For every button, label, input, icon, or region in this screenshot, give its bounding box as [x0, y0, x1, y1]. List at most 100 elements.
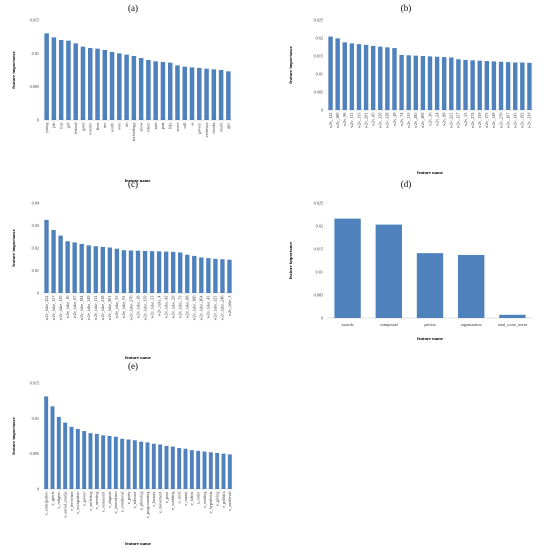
y-tick-label: 0.015 — [314, 54, 323, 59]
bar — [132, 440, 137, 489]
bar — [499, 314, 526, 318]
category-label: w2v_269 — [420, 113, 425, 129]
bar — [484, 61, 490, 110]
bar — [196, 450, 201, 489]
category-label: w2v_fake_123 — [213, 296, 218, 321]
y-axis-title: feature importance — [288, 46, 293, 84]
bar — [170, 446, 175, 489]
category-label: much — [218, 122, 223, 132]
category-label: technology — [131, 122, 136, 142]
category-label: e_order — [195, 491, 200, 504]
category-label: w2v_173 — [484, 113, 489, 129]
bar — [375, 224, 402, 318]
bar — [491, 61, 497, 110]
category-label: w2v_149 — [491, 113, 496, 129]
bar — [139, 441, 144, 489]
bar — [153, 61, 158, 120]
category-label: e_meeting — [94, 491, 99, 509]
category-label: call — [182, 122, 187, 129]
y-tick-label: 0 — [321, 108, 323, 113]
category-label: evidence — [204, 122, 209, 137]
category-label: w2v_fake_16 — [65, 296, 70, 319]
bar — [208, 452, 213, 489]
category-label: w2v_fake_149 — [86, 296, 91, 321]
bar — [114, 248, 120, 293]
bar — [456, 59, 461, 110]
category-label: w2v_fake_166 — [192, 296, 197, 321]
bar — [156, 251, 162, 293]
bar — [88, 433, 93, 489]
bar — [107, 436, 112, 489]
bar — [163, 251, 169, 293]
y-tick-label: 0.01 — [32, 51, 39, 56]
y-tick-label: 0.005 — [30, 84, 39, 89]
category-label: e_planning — [138, 491, 143, 511]
bar — [204, 68, 209, 120]
y-axis-title: feature importance — [288, 242, 293, 280]
bar — [142, 250, 148, 293]
category-label: e_tolerant — [132, 491, 137, 509]
y-axis-title: feature importance — [11, 417, 16, 455]
category-label: w2v_fake_73 — [178, 296, 183, 319]
y-tick-label: 0 — [321, 316, 323, 321]
bar — [221, 453, 226, 489]
panel-label: (b) — [401, 3, 412, 13]
panel-label: (c) — [128, 179, 138, 189]
bar — [65, 241, 70, 293]
category-label: w2v_139 — [477, 113, 482, 129]
category-label: w2v_139 — [527, 113, 532, 129]
category-label: e_dispute — [107, 491, 112, 507]
bar — [218, 70, 224, 120]
y-tick-label: 0 — [37, 118, 39, 123]
category-label: w2v_fake_194 — [79, 295, 84, 321]
category-label: w2v_143 — [513, 113, 518, 129]
category-label: e_wedding — [170, 491, 175, 510]
category-label: w2v_fake_159 — [142, 296, 147, 321]
category-label: w2v_fake_201 — [107, 296, 112, 321]
category-label: w2v_221 — [449, 113, 454, 129]
category-label: e_social_media — [62, 491, 67, 517]
bar — [50, 406, 55, 489]
category-label: e_reading — [202, 491, 207, 508]
bar — [406, 55, 411, 110]
bar — [385, 47, 390, 110]
bar — [109, 52, 115, 120]
y-tick-label: 0.04 — [32, 201, 40, 206]
category-label: w2v_fake_91 — [121, 296, 126, 319]
panel-label: (d) — [401, 179, 412, 189]
category-label: e_occupation — [75, 491, 80, 514]
bar — [58, 235, 63, 293]
category-label: w2v_fake_4 — [156, 295, 161, 317]
category-label: w2v_122 — [328, 113, 333, 129]
category-label: e_giving — [214, 491, 219, 507]
category-label: w2v_96 — [342, 113, 347, 127]
category-label: e_medieval — [227, 491, 232, 511]
category-label: e_emotional — [119, 491, 124, 513]
category-label: e_journalism — [113, 491, 118, 514]
category-label: w2v_fake_218 — [100, 296, 105, 321]
category-label: e_hypothesis — [208, 491, 213, 513]
bar — [215, 452, 220, 489]
bar — [227, 259, 232, 293]
bar — [513, 62, 518, 110]
category-label: w2v_fake_88 — [185, 296, 190, 319]
bar — [527, 62, 532, 110]
category-label: w2v_115 — [406, 113, 411, 128]
bar — [107, 247, 113, 293]
category-label: w2v_fake_3 — [227, 296, 232, 317]
bar — [73, 43, 78, 121]
category-label: e_politics — [221, 491, 226, 508]
bar — [135, 250, 141, 293]
category-label: job — [51, 123, 56, 129]
category-label: w2v_111 — [349, 113, 354, 128]
bar — [82, 431, 87, 489]
category-label: girl — [66, 122, 71, 129]
category-label: w2v_274 — [470, 112, 475, 128]
bar — [505, 62, 511, 110]
bar — [363, 44, 369, 111]
category-label: run — [102, 122, 107, 128]
bar — [342, 42, 347, 110]
bar — [189, 67, 195, 120]
bar — [328, 36, 333, 111]
bar — [477, 60, 482, 110]
